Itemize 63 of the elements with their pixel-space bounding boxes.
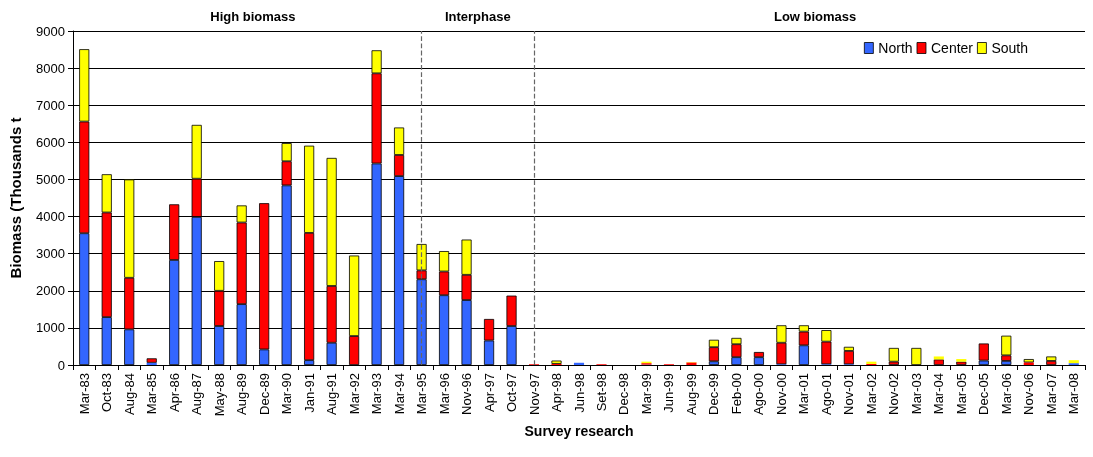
y-tick-label: 9000 [36, 23, 65, 39]
x-tick-label: Dec-99 [706, 373, 722, 415]
x-tick-label: Aug-91 [324, 373, 340, 415]
legend-label: North [878, 40, 913, 56]
y-tick-label: 4000 [36, 209, 65, 225]
x-tick-label: May-88 [211, 373, 227, 417]
x-tick-label: Nov-06 [1021, 373, 1037, 415]
x-tick-label: Apr-86 [166, 373, 182, 413]
x-tick-label: Mar-96 [436, 373, 452, 415]
x-tick-label: Nov-02 [886, 373, 902, 415]
y-axis-title: Biomass (Thousands t [7, 117, 24, 279]
x-axis-title: Survey research [524, 423, 634, 440]
x-tick-label: Jun-98 [571, 373, 587, 413]
text: High biomass [210, 9, 296, 24]
x-tick-label: Ago-01 [818, 373, 834, 415]
x-tick-label: Ago-00 [751, 373, 767, 415]
x-tick-label: Apr-97 [481, 373, 497, 413]
x-tick-label: Mar-07 [1043, 373, 1059, 415]
x-tick-label: Mar-03 [908, 373, 924, 415]
x-tick-label: Set-98 [593, 373, 609, 412]
y-tick-label: 7000 [36, 97, 65, 113]
x-tick-label: Dec-98 [616, 373, 632, 415]
x-tick-label: Mar-93 [369, 373, 385, 415]
x-tick-label: Nov-00 [773, 373, 789, 415]
x-tick-label: Mar-05 [953, 373, 969, 415]
x-tick-label: Mar-85 [144, 373, 160, 415]
x-tick-label: Mar-95 [414, 373, 430, 415]
x-tick-label: Mar-92 [346, 373, 362, 415]
x-tick-label: Dec-05 [976, 373, 992, 415]
y-tick-label: 5000 [36, 171, 65, 187]
y-tick-label: 0 [57, 357, 65, 373]
x-tick-label: Mar-08 [1066, 373, 1082, 415]
x-tick-label: Dec-89 [256, 373, 272, 415]
x-tick-label: Aug-84 [121, 373, 137, 415]
text: Interphase [444, 9, 511, 24]
x-tick-label: Mar-01 [796, 373, 812, 415]
y-tick-label: 6000 [36, 134, 65, 150]
x-tick-label: Nov-97 [526, 373, 542, 415]
y-tick-label: 3000 [36, 246, 65, 262]
x-tick-label: Mar-99 [638, 373, 654, 415]
x-tick-label: Aug-87 [189, 373, 205, 415]
x-tick-label: Nov-96 [459, 373, 475, 415]
y-tick-label: 2000 [36, 283, 65, 299]
x-tick-label: Mar-90 [279, 373, 295, 415]
x-tick-label: Oct-83 [99, 373, 115, 413]
x-tick-label: Feb-00 [728, 373, 744, 415]
x-tick-label: Mar-83 [76, 373, 92, 415]
y-tick-label: 8000 [36, 60, 65, 76]
x-tick-label: Mar-04 [931, 373, 947, 415]
x-tick-label: Nov-01 [841, 373, 857, 415]
x-tick-label: Mar-02 [863, 373, 879, 415]
x-tick-label: Mar-94 [391, 373, 407, 415]
x-tick-label: Mar-06 [998, 373, 1014, 415]
legend-label: Center [930, 40, 974, 56]
text: Low biomass [773, 9, 857, 24]
x-tick-label: Apr-98 [549, 373, 565, 413]
x-tick-label: Aug-99 [683, 373, 699, 415]
x-tick-label: Oct-97 [504, 373, 520, 413]
x-tick-label: Jan-91 [301, 373, 317, 413]
y-tick-label: 1000 [36, 320, 65, 336]
x-tick-label: Jun-99 [661, 373, 677, 413]
legend-label: South [991, 40, 1029, 56]
x-tick-label: Aug-89 [234, 373, 250, 415]
